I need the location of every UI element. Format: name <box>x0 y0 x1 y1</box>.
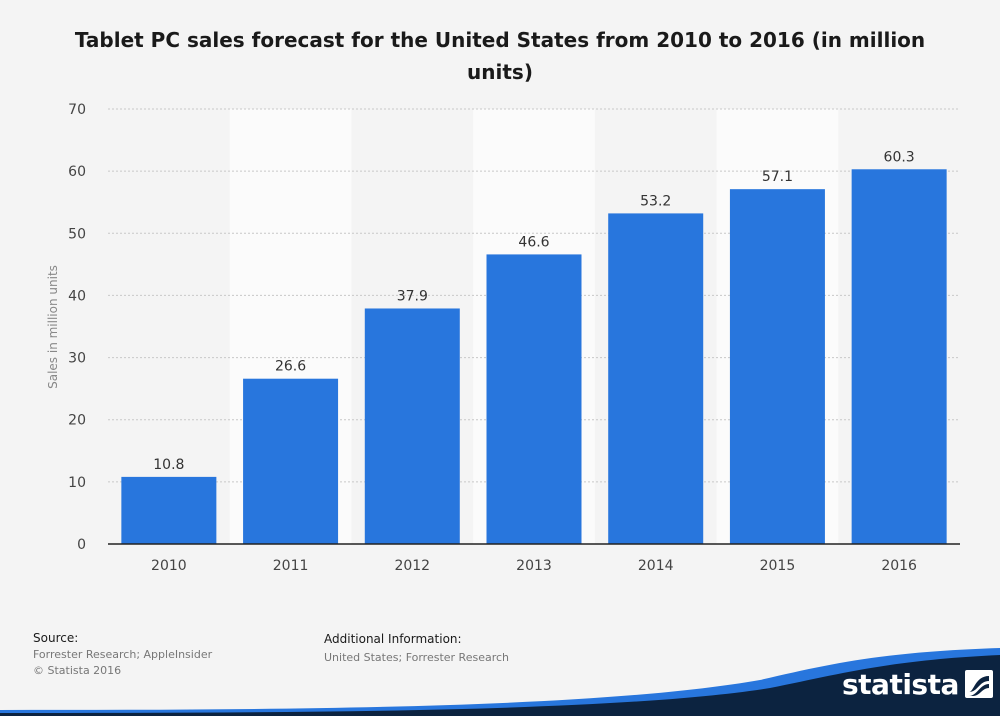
y-tick-label: 0 <box>77 537 86 553</box>
x-tick-label: 2015 <box>760 558 796 574</box>
x-tick-label: 2011 <box>273 558 309 574</box>
bar-value-label: 57.1 <box>762 169 793 185</box>
y-tick-label: 20 <box>68 413 86 429</box>
statista-logo-icon <box>964 670 993 698</box>
statista-brand[interactable]: statista <box>842 667 993 701</box>
data-labels: 10.8 26.6 37.9 46.6 53.2 57.1 60.3 <box>153 149 914 473</box>
y-tick-label: 10 <box>68 475 86 491</box>
x-tick-label: 2016 <box>881 558 917 574</box>
source-heading: Source: <box>33 631 79 645</box>
bar[interactable] <box>486 254 582 544</box>
source-text: Forrester Research; AppleInsider <box>33 648 213 661</box>
x-tick-label: 2013 <box>516 558 552 574</box>
bar-value-label: 53.2 <box>640 193 671 209</box>
bar[interactable] <box>851 169 947 544</box>
x-axis-ticks: 2010 2011 2012 2013 2014 2015 2016 <box>151 558 917 574</box>
x-tick-label: 2010 <box>151 558 187 574</box>
bar[interactable] <box>121 476 217 544</box>
x-tick-label: 2014 <box>638 558 674 574</box>
bar[interactable] <box>608 213 704 544</box>
y-tick-label: 30 <box>68 351 86 367</box>
bar[interactable] <box>243 378 339 544</box>
bar-value-label: 46.6 <box>518 234 549 250</box>
y-tick-label: 70 <box>68 102 86 118</box>
y-tick-label: 40 <box>68 288 86 304</box>
bar-value-label: 37.9 <box>397 288 428 304</box>
bar[interactable] <box>729 189 825 544</box>
copyright-text: © Statista 2016 <box>33 664 122 677</box>
brand-name: statista <box>842 667 959 701</box>
bar-value-label: 26.6 <box>275 359 306 375</box>
y-tick-label: 60 <box>68 164 86 180</box>
bar-value-label: 10.8 <box>153 457 184 473</box>
y-axis-ticks: 0 10 20 30 40 50 60 70 <box>68 102 86 553</box>
y-tick-label: 50 <box>68 226 86 242</box>
bars <box>121 169 947 544</box>
additional-info-text: United States; Forrester Research <box>324 651 510 664</box>
brand-wave-dark <box>0 655 1000 716</box>
brand-wave <box>0 648 1000 716</box>
y-axis-title: Sales in million units <box>46 265 60 389</box>
x-tick-label: 2012 <box>394 558 430 574</box>
bar-chart: 10.8 26.6 37.9 46.6 53.2 57.1 60.3 0 10 20 30 40 50… <box>46 102 960 574</box>
bar-value-label: 60.3 <box>884 149 915 165</box>
bar[interactable] <box>364 308 460 544</box>
additional-info-heading: Additional Information: <box>324 632 462 646</box>
chart-title: Tablet PC sales forecast for the United … <box>74 28 926 84</box>
